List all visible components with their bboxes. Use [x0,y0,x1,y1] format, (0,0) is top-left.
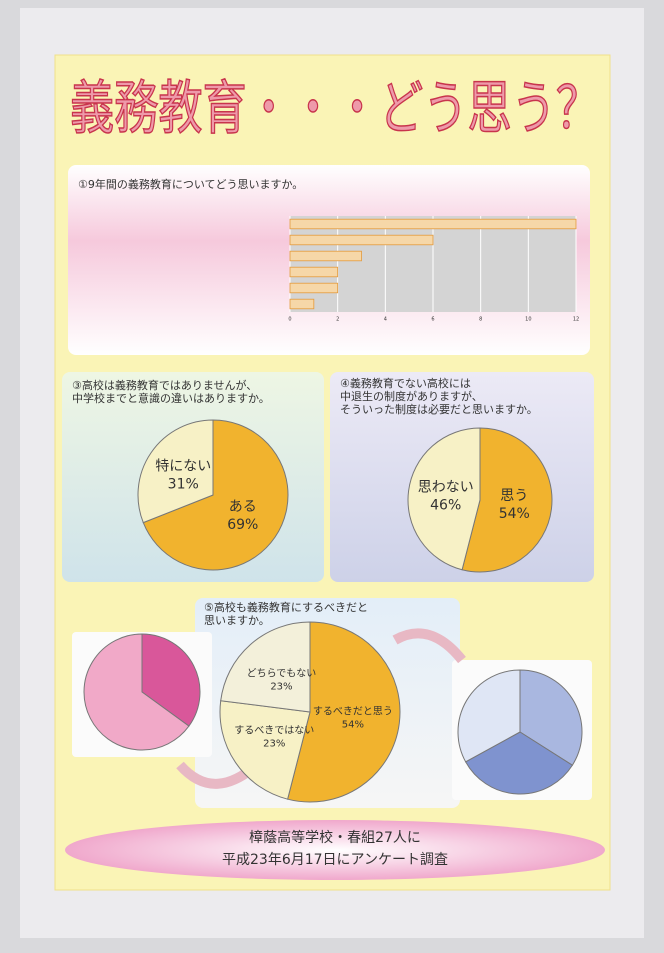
poster-title: 義務教育・・・どう思う？ [70,74,600,142]
pie-slice [461,427,553,573]
x-tick-label: 10 [525,317,531,323]
chart-title: 中退生の制度がありますが、 [340,389,483,403]
pie-slice [137,419,214,524]
slice-label: どちらでもない [247,668,317,680]
value-label: 54% [499,506,530,522]
value-label: 23% [270,682,292,693]
bar [289,218,577,230]
bar [289,282,339,294]
slice-label: するべきではない [234,724,314,736]
x-tick-label: 8 [479,317,482,323]
chart-title: そういった制度は必要だと思いますか。 [340,402,538,416]
pie-slice [142,419,289,571]
chart-title: 中学校までと意識の違いはありますか。 [72,391,270,405]
x-tick-label: 12 [573,317,579,323]
arrow [392,628,466,664]
x-tick-label: 6 [431,317,434,323]
value-label: 69% [227,517,258,533]
slice-label: 思う [500,488,528,504]
pie-slice [407,427,481,571]
slice-label: 思わない [418,479,474,495]
footer-line: 平成23年6月17日にアンケート調査 [222,852,448,868]
bar [289,250,362,262]
x-tick-label: 4 [384,317,387,323]
bar [289,234,434,246]
chart-title: ⑤高校も義務教育にするべきだと [204,600,368,614]
pie-slice [141,633,201,727]
chart-title: ④義務教育でない高校には [340,376,471,390]
pie-slice [287,621,401,803]
value-label: 23% [263,738,285,749]
pie-slice [220,621,311,713]
bar [289,266,339,278]
value-label: 46% [430,497,461,513]
value-label: 31% [168,477,199,493]
footer-ellipse [65,820,605,880]
bar [289,298,315,310]
pie-slice [83,633,190,751]
x-tick-label: 2 [336,317,339,323]
footer-line: 樟蔭高等学校・春組27人に [249,829,421,846]
slice-label: 特にない [155,458,211,474]
chart-title: 思いますか。 [204,614,270,627]
chart-title: ①9年間の義務教育についてどう思いますか。 [78,177,303,191]
value-label: 54% [342,719,364,730]
pie-slice [219,700,311,800]
slice-label: ある [229,499,257,515]
pie-slice [457,669,521,763]
slice-label: するべきだと思う [313,705,393,717]
x-tick-label: 0 [288,317,291,323]
chart-title: ③高校は義務教育ではありませんが、 [72,378,257,392]
